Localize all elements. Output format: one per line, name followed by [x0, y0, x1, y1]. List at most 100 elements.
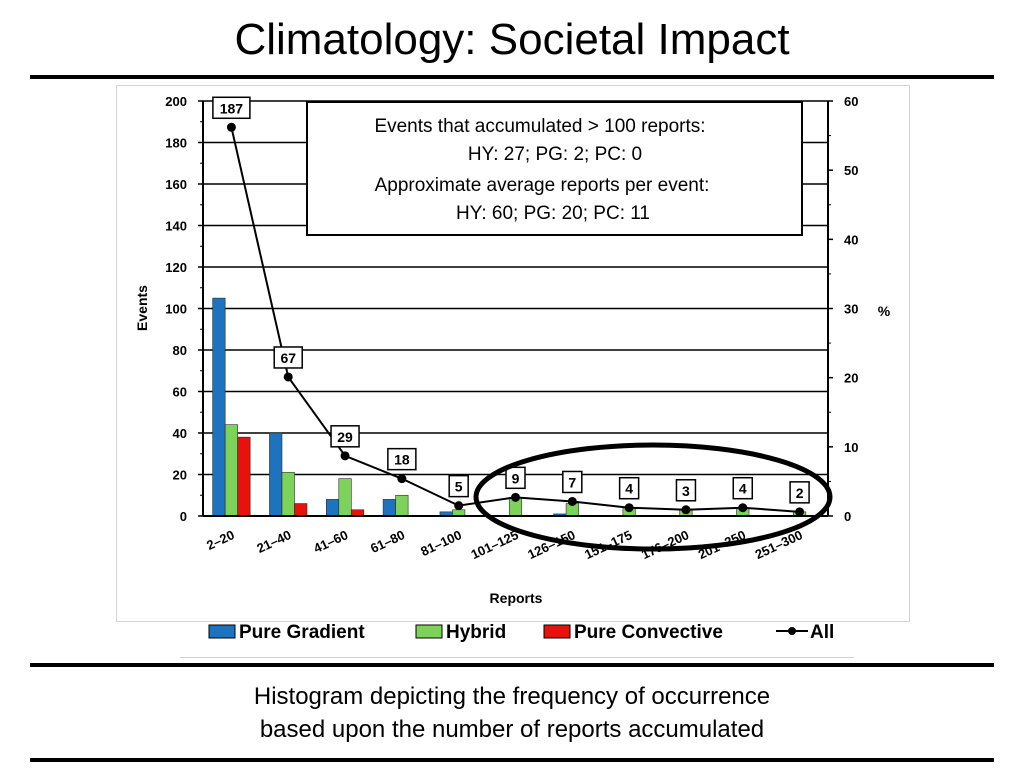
data-label-box — [732, 476, 754, 500]
data-label-box — [273, 346, 303, 369]
data-label: 187 — [220, 100, 244, 116]
data-label-box — [618, 476, 640, 500]
legend-label-pure-gradient: Pure Gradient — [239, 622, 365, 643]
all-line-point — [511, 492, 520, 502]
x-tick-label: 41–60 — [311, 527, 350, 556]
bar-pure-gradient — [325, 499, 340, 517]
y-tick-label: 180 — [165, 136, 187, 151]
y-tick-label: 120 — [165, 260, 187, 275]
x-tick-label: 2–20 — [204, 527, 237, 553]
caption-line-2: based upon the number of reports accumul… — [259, 716, 765, 743]
data-label-box — [387, 447, 417, 471]
bars — [212, 297, 807, 517]
caption-rule-bottom — [30, 758, 994, 762]
caption-line-1: Histogram depicting the frequency of occ… — [253, 683, 771, 710]
caption-rule-top — [30, 663, 994, 667]
data-label: 5 — [455, 479, 463, 495]
bar-pure-convective — [237, 436, 251, 517]
legend-swatch-pure-convective — [543, 624, 571, 639]
data-label: 9 — [512, 470, 520, 486]
annotation-line-4: HY: 60; PG: 20; PC: 11 — [456, 203, 650, 224]
y2-tick-label: 50 — [844, 163, 858, 178]
bar-hybrid — [395, 494, 409, 517]
bar-pure-gradient — [382, 499, 396, 517]
annotation-border — [306, 101, 803, 236]
y-tick-label: 40 — [173, 426, 187, 441]
all-line-point — [624, 503, 634, 513]
data-label: 3 — [682, 483, 690, 499]
legend: Pure Gradient Hybrid Pure Convective All — [208, 622, 834, 643]
y-tick-label: 160 — [165, 177, 187, 192]
title-rule — [30, 75, 994, 79]
data-label-box — [505, 466, 526, 490]
y-tick-label: 0 — [180, 509, 187, 524]
data-labels: 187 67 29 18 5 9 7 4 3 4 2 — [212, 96, 810, 504]
y-axis-ticks: 0 20 40 60 80 100 120 140 160 180 200 — [165, 94, 203, 524]
y2-tick-label: 20 — [844, 371, 858, 386]
bar-hybrid — [281, 472, 295, 517]
all-line-point — [283, 372, 293, 382]
data-label-box — [212, 96, 251, 120]
bar-pure-gradient — [212, 297, 226, 517]
y2-axis-ticks: 0 10 20 30 40 50 60 — [828, 94, 858, 524]
legend-label-hybrid: Hybrid — [446, 622, 506, 643]
y2-tick-label: 30 — [844, 302, 858, 317]
bar-hybrid — [224, 424, 238, 517]
bar-pure-convective — [294, 503, 308, 517]
all-line-point — [681, 505, 691, 515]
x-tick-label: 21–40 — [254, 527, 293, 556]
highlight-ellipse — [473, 442, 833, 552]
annotation-box: Events that accumulated > 100 reports: H… — [306, 101, 803, 236]
data-label-box — [675, 479, 697, 502]
all-line-point — [226, 122, 236, 132]
divider — [180, 657, 854, 658]
legend-swatch-hybrid — [415, 624, 443, 639]
data-label: 29 — [337, 429, 353, 445]
data-label: 18 — [394, 452, 410, 468]
data-label: 4 — [739, 481, 747, 497]
all-line-point — [738, 503, 748, 513]
data-label: 4 — [625, 481, 633, 497]
x-axis-title: Reports — [490, 590, 543, 606]
y-tick-label: 60 — [173, 385, 187, 400]
all-line-point — [340, 451, 350, 461]
all-line-point — [567, 496, 577, 506]
data-label: 2 — [796, 485, 804, 501]
y-tick-label: 20 — [173, 468, 187, 483]
x-tick-label: 81–100 — [418, 527, 464, 559]
legend-label-pure-convective: Pure Convective — [574, 622, 723, 643]
y-tick-label: 140 — [165, 219, 187, 234]
y-tick-label: 80 — [173, 343, 187, 358]
y2-tick-label: 40 — [844, 232, 858, 247]
annotation-line-1: Events that accumulated > 100 reports: — [374, 116, 705, 137]
legend-label-all: All — [810, 622, 834, 643]
y2-tick-label: 10 — [844, 440, 858, 455]
y-tick-label: 200 — [165, 94, 187, 109]
all-line-point — [397, 474, 407, 484]
annotation-line-2: HY: 27; PG: 2; PC: 0 — [468, 144, 642, 165]
page-title: Climatology: Societal Impact — [234, 15, 790, 64]
data-label-box — [330, 425, 360, 448]
y-tick-label: 100 — [165, 302, 187, 317]
y2-tick-label: 60 — [844, 94, 858, 109]
caption: Histogram depicting the frequency of occ… — [0, 680, 1024, 746]
data-label-box — [448, 474, 469, 498]
bar-hybrid — [338, 478, 352, 517]
y2-tick-label: 0 — [844, 509, 851, 524]
x-tick-label: 61–80 — [368, 527, 407, 556]
x-tick-label: 101–125 — [469, 527, 521, 562]
legend-marker-all — [788, 627, 796, 635]
all-line-point — [795, 507, 805, 517]
data-label-box — [789, 481, 810, 504]
data-label: 67 — [280, 350, 296, 366]
data-label-box — [562, 470, 583, 494]
legend-swatch-pure-gradient — [208, 624, 236, 639]
y2-axis-title: % — [878, 303, 891, 319]
y-axis-title: Events — [134, 285, 150, 331]
x-tick-label: 176–200 — [639, 527, 691, 562]
all-line-point — [454, 501, 464, 511]
all-series-line — [226, 122, 805, 517]
annotation-line-3: Approximate average reports per event: — [375, 175, 710, 196]
bar-pure-gradient — [269, 432, 283, 517]
